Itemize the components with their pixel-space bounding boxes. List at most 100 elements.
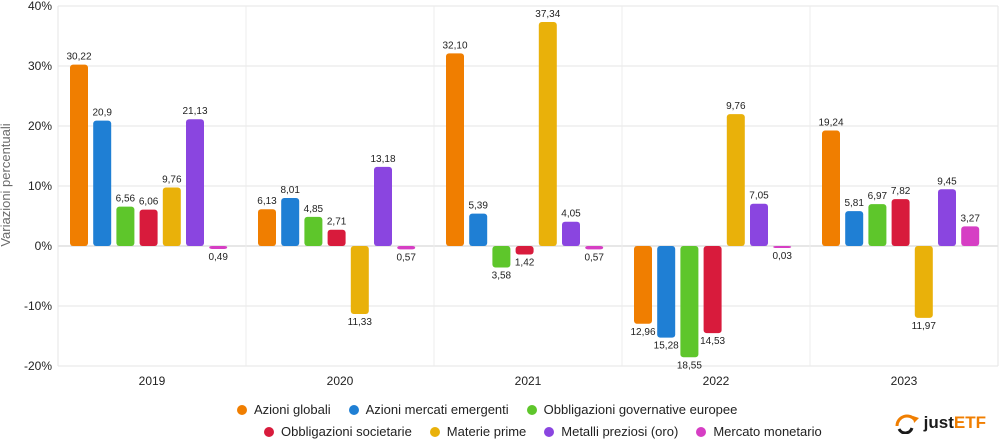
bar xyxy=(750,203,768,246)
legend-label: Azioni globali xyxy=(254,402,331,417)
bar-value-label: 3,27 xyxy=(960,213,980,224)
bar-value-label: 13,18 xyxy=(370,154,395,165)
y-axis-ticks: 40% 30% 20% 10% 0% -10% -20% xyxy=(24,0,52,373)
bar xyxy=(116,206,135,246)
legend-item: Azioni globali xyxy=(237,402,331,417)
y-tick-label: 40% xyxy=(28,0,52,13)
logo-text-just: just xyxy=(923,413,954,432)
y-axis-title: Variazioni percentuali xyxy=(0,123,13,246)
bar xyxy=(397,246,416,250)
bar xyxy=(562,221,580,246)
bar-value-label: 1,42 xyxy=(515,258,535,269)
bar xyxy=(515,246,534,255)
bar xyxy=(304,216,323,246)
bar xyxy=(961,226,980,246)
bar xyxy=(492,246,511,268)
bar-value-label: 18,55 xyxy=(677,360,702,371)
legend-marker xyxy=(526,404,537,415)
y-tick-label: 20% xyxy=(28,119,52,133)
bar xyxy=(350,246,369,314)
bar-value-label: 0,03 xyxy=(772,251,792,262)
bar-value-label: 6,97 xyxy=(868,191,888,202)
y-tick-label: 30% xyxy=(28,59,52,73)
legend-item: Metalli preziosi (oro) xyxy=(544,424,678,439)
bar xyxy=(938,189,956,246)
data-labels: 30,22 20,9 6,56 6,06 9,76 21,13 0,49 6,138,01 4,… xyxy=(66,9,980,371)
logo-text-etf: ETF xyxy=(953,413,986,432)
bar-value-label: 7,82 xyxy=(891,186,911,197)
legend-item: Obbligazioni societarie xyxy=(264,424,412,439)
y-tick-label: 10% xyxy=(28,179,52,193)
bar xyxy=(868,204,887,246)
legend-item: Azioni mercati emergenti xyxy=(348,402,509,417)
bar xyxy=(891,199,910,246)
bar-value-label: 15,28 xyxy=(654,341,679,352)
bar xyxy=(327,229,346,246)
bar xyxy=(822,130,840,246)
bar-value-label: 11,33 xyxy=(348,317,373,328)
bar xyxy=(139,209,158,246)
x-category-label: 2023 xyxy=(891,374,918,388)
bar-value-label: 5,81 xyxy=(844,198,864,209)
legend-marker xyxy=(544,426,555,437)
x-axis-categories: 2019 2020 2021 2022 2023 xyxy=(139,374,918,388)
legend-label: Mercato monetario xyxy=(713,424,822,439)
bar-value-label: 5,39 xyxy=(468,201,488,212)
bar xyxy=(162,187,181,246)
legend-label: Obbligazioni societarie xyxy=(281,424,412,439)
bars xyxy=(70,21,980,358)
bar-value-label: 21,13 xyxy=(182,106,207,117)
bar-value-label: 14,53 xyxy=(700,336,725,347)
bar-value-label: 19,24 xyxy=(818,118,843,129)
bar xyxy=(914,246,933,318)
bar-value-label: 0,57 xyxy=(584,252,604,263)
bar xyxy=(374,166,392,246)
bar-value-label: 9,45 xyxy=(937,176,957,187)
y-tick-label: -10% xyxy=(24,299,52,313)
bar-value-label: 20,9 xyxy=(92,108,112,119)
bar xyxy=(703,246,722,334)
legend-marker xyxy=(429,426,440,437)
bar xyxy=(845,211,864,246)
legend-label: Materie prime xyxy=(446,424,527,439)
justetf-logo: just ETF xyxy=(894,412,986,434)
legend-item: Obbligazioni governative europee xyxy=(526,402,738,417)
legend-row-2: Obbligazioni societarie Materie prime Meta… xyxy=(264,424,840,439)
bar-value-label: 32,10 xyxy=(442,40,467,51)
bar-value-label: 9,76 xyxy=(726,101,746,112)
y-tick-label: -20% xyxy=(24,359,52,373)
bar xyxy=(585,246,604,250)
bar xyxy=(538,21,557,247)
legend-marker xyxy=(264,426,274,437)
legend-item: Materie prime xyxy=(429,424,527,439)
bar-value-label: 30,22 xyxy=(66,52,91,63)
bar-value-label: 8,01 xyxy=(280,185,300,196)
legend-marker xyxy=(348,404,359,415)
x-category-label: 2021 xyxy=(515,374,542,388)
bar xyxy=(680,246,699,358)
bar xyxy=(469,213,488,246)
bar-value-label: 6,56 xyxy=(116,194,136,205)
legend-row-1: Azioni globali Azioni mercati emergenti Ob… xyxy=(237,402,755,417)
bar xyxy=(209,246,228,249)
x-category-label: 2020 xyxy=(327,374,354,388)
bar xyxy=(70,64,88,247)
bar-value-label: 4,05 xyxy=(561,209,581,220)
bar xyxy=(657,246,676,338)
bar xyxy=(258,209,276,246)
bar-value-label: 3,58 xyxy=(492,270,512,281)
bar-value-label: 7,05 xyxy=(749,191,769,202)
bar xyxy=(634,246,652,324)
logo-mark-icon xyxy=(895,414,919,434)
bar xyxy=(446,53,464,247)
bar xyxy=(186,119,204,246)
y-tick-label: 0% xyxy=(35,239,53,253)
legend-label: Azioni mercati emergenti xyxy=(365,402,509,417)
legend-label: Obbligazioni governative europee xyxy=(543,402,738,417)
x-category-label: 2019 xyxy=(139,374,166,388)
bar-value-label: 4,85 xyxy=(304,204,324,215)
bar-value-label: 12,96 xyxy=(630,327,655,338)
bar-value-label: 0,49 xyxy=(208,252,228,263)
bar-value-label: 6,13 xyxy=(257,196,277,207)
